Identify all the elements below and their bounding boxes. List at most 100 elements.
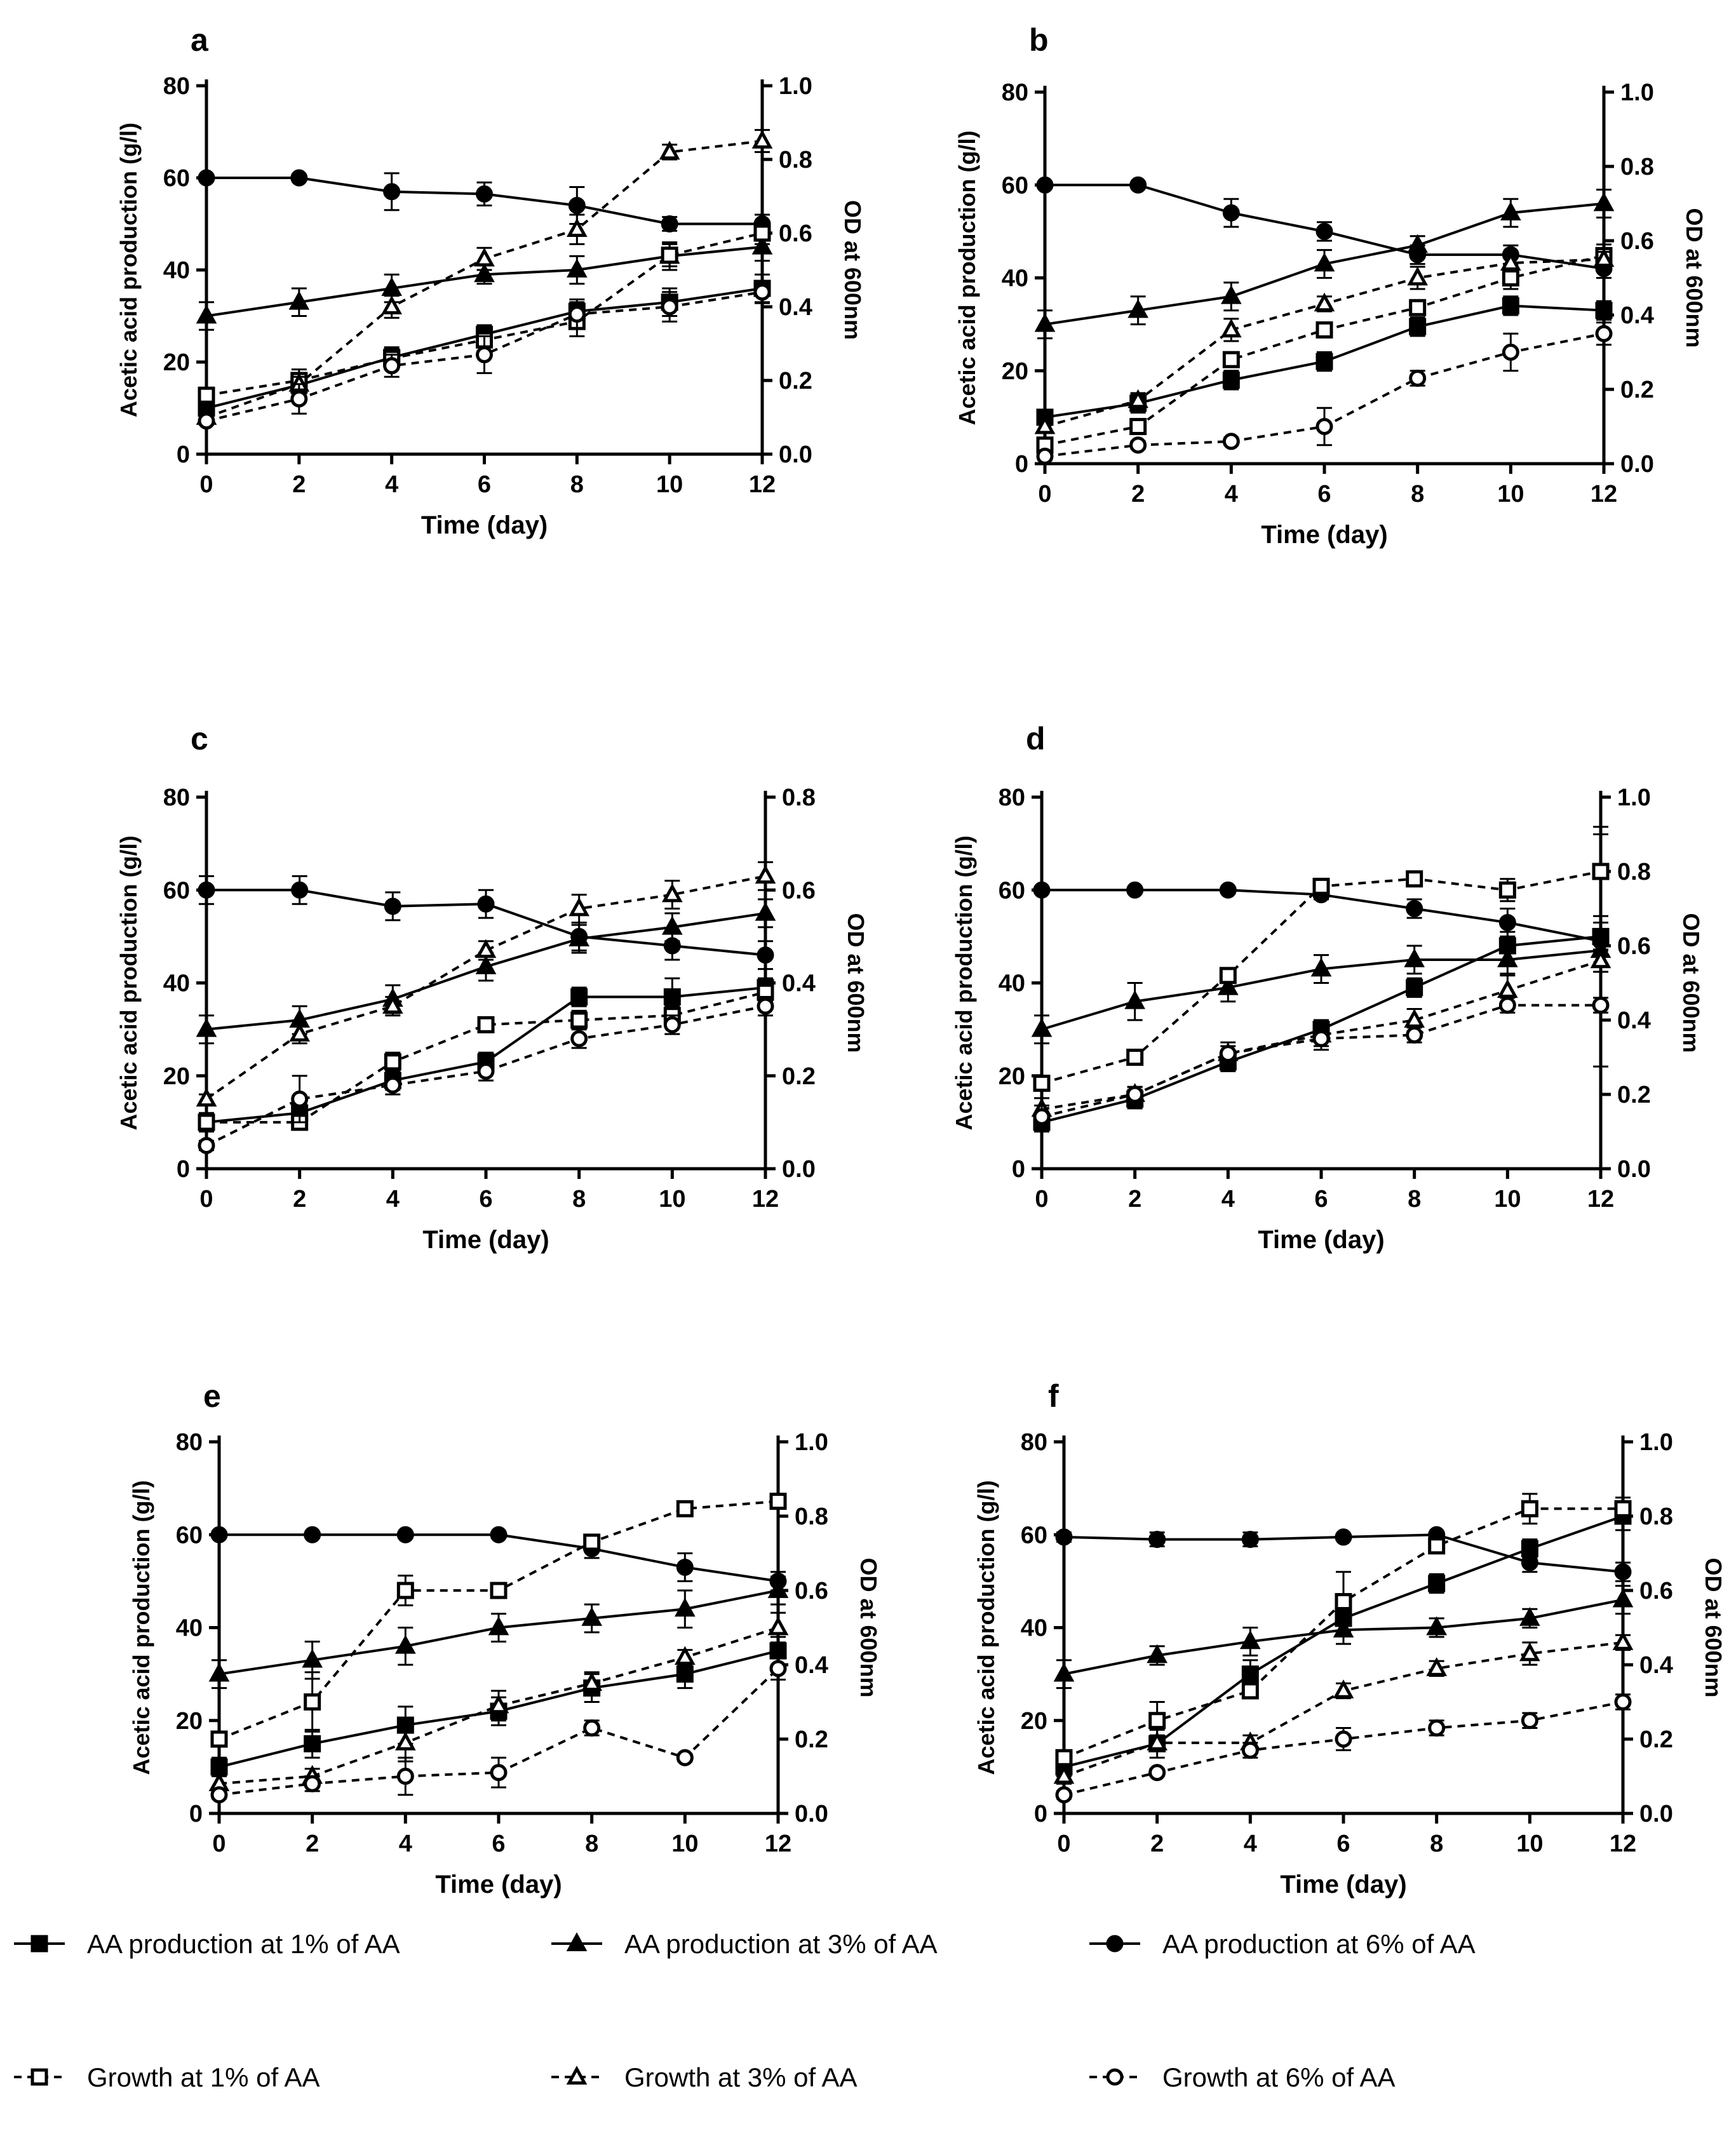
data-point — [1222, 371, 1240, 389]
y-tick-label: 60 — [1021, 1522, 1047, 1549]
data-point — [1428, 1719, 1446, 1737]
data-point — [1129, 436, 1147, 454]
y2-axis-title: OD at 600nm — [840, 200, 866, 340]
data-point — [1404, 948, 1425, 967]
y2-tick-label: 0.4 — [779, 294, 812, 321]
data-point — [196, 1018, 217, 1037]
data-point — [198, 881, 215, 899]
y2-tick-label: 0.2 — [782, 1063, 816, 1090]
data-point — [1592, 932, 1610, 950]
y2-tick-label: 0.8 — [782, 784, 816, 811]
data-point — [490, 1582, 508, 1599]
data-point — [662, 883, 683, 903]
data-point — [1595, 302, 1613, 319]
data-point — [198, 169, 215, 187]
x-tick-label: 0 — [1057, 1831, 1070, 1857]
data-point — [290, 390, 308, 408]
data-point — [568, 197, 586, 214]
data-point — [384, 1076, 401, 1094]
data-point — [1500, 201, 1521, 220]
data-point — [304, 1735, 321, 1752]
data-point — [396, 1526, 414, 1543]
series-g6 — [1033, 997, 1610, 1129]
series-g6 — [198, 279, 771, 430]
data-point — [769, 1572, 787, 1590]
data-point — [581, 1672, 602, 1691]
series-g1 — [198, 982, 774, 1131]
y-axis-title: Acetic acid production (g/l) — [951, 835, 977, 1130]
x-tick-label: 10 — [656, 471, 683, 498]
data-point — [396, 1582, 414, 1599]
data-point — [769, 1642, 787, 1660]
data-point — [1590, 949, 1612, 969]
data-point — [490, 1764, 508, 1782]
panel-label: f — [1048, 1378, 1059, 1414]
x-tick-label: 4 — [399, 1831, 412, 1857]
x-tick-label: 10 — [1497, 481, 1524, 508]
data-point — [488, 1616, 509, 1636]
legend-item-g1: Growth at 1% of AA — [14, 2062, 320, 2092]
y2-tick-label: 0.8 — [795, 1503, 828, 1530]
y-tick-label: 60 — [999, 877, 1025, 904]
data-point — [661, 215, 678, 232]
data-point — [1124, 990, 1145, 1009]
data-point — [1333, 1679, 1354, 1698]
panel-label: c — [191, 721, 208, 756]
data-point — [304, 1775, 321, 1792]
data-point — [1147, 1731, 1167, 1751]
y2-tick-label: 0.8 — [1639, 1503, 1673, 1530]
x-tick-label: 6 — [1314, 1186, 1328, 1213]
legend: AA production at 1% of AA AA production a… — [14, 1929, 1476, 2092]
y2-tick-label: 0.4 — [1620, 302, 1654, 329]
data-point — [661, 246, 678, 264]
data-point — [1219, 967, 1237, 985]
data-point — [1036, 176, 1054, 194]
y-tick-label: 60 — [176, 1522, 203, 1549]
series-g6 — [198, 995, 774, 1154]
y2-tick-label: 0.8 — [1620, 154, 1654, 180]
series-line — [1044, 258, 1605, 428]
data-point — [663, 988, 681, 1005]
data-point — [1521, 1500, 1538, 1517]
series-p1 — [198, 977, 774, 1133]
data-point — [757, 946, 774, 964]
data-point — [198, 386, 215, 404]
data-point — [1314, 292, 1335, 312]
y-tick-label: 40 — [163, 257, 190, 284]
data-point — [1126, 881, 1144, 899]
y-tick-label: 40 — [1021, 1615, 1047, 1642]
legend-item-g6: Growth at 6% of AA — [1089, 2062, 1396, 2092]
data-point — [196, 1087, 217, 1107]
data-point — [1241, 1665, 1259, 1683]
data-point — [1409, 318, 1427, 335]
data-point — [384, 897, 401, 915]
data-point — [1312, 877, 1330, 895]
data-point — [1033, 1074, 1051, 1092]
y2-tick-label: 0.6 — [779, 220, 812, 247]
x-tick-label: 6 — [478, 471, 491, 498]
data-point — [1219, 1045, 1237, 1063]
data-point — [475, 955, 497, 974]
y-tick-label: 0 — [1015, 451, 1028, 478]
y2-tick-label: 1.0 — [1617, 784, 1651, 811]
data-point — [1502, 344, 1519, 361]
y-tick-label: 20 — [1021, 1708, 1047, 1735]
data-point — [751, 235, 773, 255]
legend-label: Growth at 3% of AA — [624, 2062, 858, 2092]
data-point — [1593, 248, 1615, 267]
series-p6 — [1033, 881, 1610, 951]
x-tick-label: 12 — [749, 471, 776, 498]
y2-tick-label: 0.4 — [795, 1652, 828, 1679]
data-point — [676, 1500, 694, 1517]
data-point — [1147, 1644, 1167, 1664]
data-point — [1221, 285, 1242, 304]
x-tick-label: 8 — [585, 1831, 598, 1857]
y2-axis-title: OD at 600nm — [1681, 208, 1707, 347]
data-point — [475, 939, 497, 958]
y-tick-label: 0 — [1012, 1156, 1025, 1183]
series-p3 — [208, 1575, 789, 1690]
panel-d: d 0 2 4 6 8 10 12 0 20 40 60 80 0.0 0.2 0.4 0.6 0.8 1.0 Tim… — [951, 721, 1704, 1254]
data-point — [381, 277, 402, 296]
series-g3 — [196, 861, 776, 1107]
